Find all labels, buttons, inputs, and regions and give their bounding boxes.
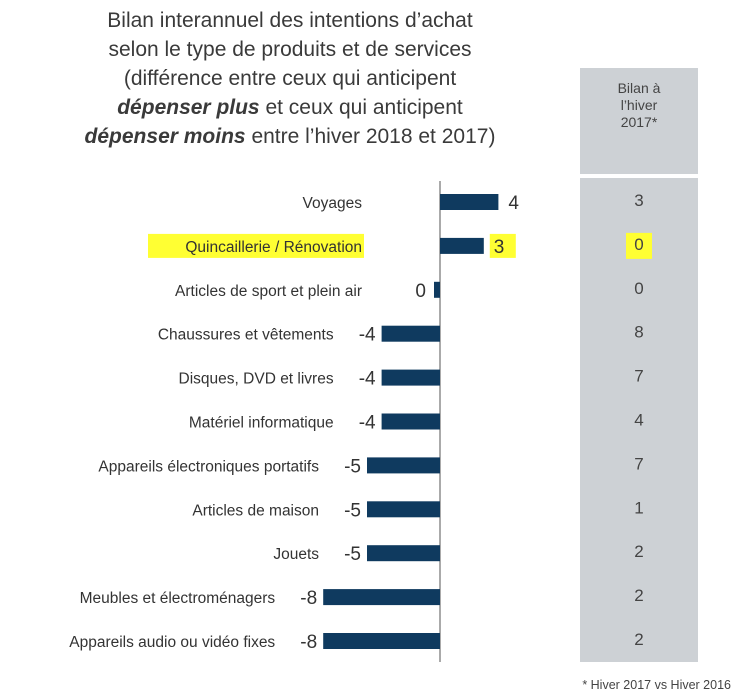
category-label: Articles de sport et plein air xyxy=(175,283,362,300)
title-line-1: Bilan interannuel des intentions d’achat xyxy=(107,9,473,32)
bar-value-label: -8 xyxy=(300,632,317,653)
winter-2017-value: 2 xyxy=(634,630,643,649)
bar-value-label: -4 xyxy=(359,325,376,346)
bar-value-label: -4 xyxy=(359,413,376,434)
category-label: Voyages xyxy=(303,195,363,212)
bar-value-label: 0 xyxy=(415,281,426,302)
category-label: Matériel informatique xyxy=(189,415,334,432)
chart-title: Bilan interannuel des intentions d’achat… xyxy=(30,6,550,151)
bar xyxy=(323,633,440,649)
title-line-5: dépenser moins entre l’hiver 2018 et 201… xyxy=(30,122,550,151)
winter-2017-header-line-2: l’hiver xyxy=(620,97,658,113)
category-label: Articles de maison xyxy=(192,502,319,519)
winter-2017-value: 0 xyxy=(634,235,643,254)
winter-2017-value: 7 xyxy=(634,454,643,473)
title-line-5-rest: entre l’hiver 2018 et 2017) xyxy=(245,125,496,148)
winter-2017-value: 1 xyxy=(634,498,643,517)
winter-2017-value: 2 xyxy=(634,542,643,561)
title-emphasis-spend-less: dépenser moins xyxy=(84,125,246,148)
winter-2017-value: 3 xyxy=(634,191,643,210)
winter-2017-value: 8 xyxy=(634,323,643,342)
winter-2017-value: 4 xyxy=(634,411,643,430)
category-label: Appareils électroniques portatifs xyxy=(98,458,319,475)
bar xyxy=(434,281,440,298)
bar xyxy=(367,457,440,474)
category-label: Quincaillerie / Rénovation xyxy=(185,239,362,256)
bar xyxy=(381,413,440,430)
panel-value-highlight xyxy=(626,232,652,259)
bar-value-label: -4 xyxy=(359,369,376,390)
bar xyxy=(367,501,440,518)
category-highlight xyxy=(148,233,364,258)
winter-2017-value: 7 xyxy=(634,367,643,386)
bar xyxy=(381,325,440,342)
category-label: Jouets xyxy=(273,546,319,563)
bar xyxy=(440,237,484,254)
bar-value-label: -5 xyxy=(344,456,361,477)
title-line-2: selon le type de produits et de services xyxy=(108,38,472,61)
bar-value-label: 4 xyxy=(508,193,519,214)
bar-value-label: -5 xyxy=(344,544,361,565)
category-label: Disques, DVD et livres xyxy=(179,371,334,388)
title-emphasis-spend-more: dépenser plus xyxy=(117,96,260,119)
winter-2017-panel: Bilan à l’hiver 2017* xyxy=(580,68,698,662)
bar-value-label: -8 xyxy=(300,588,317,609)
winter-2017-value: 0 xyxy=(634,279,643,298)
winter-2017-value: 2 xyxy=(634,586,643,605)
winter-2017-header: Bilan à l’hiver 2017* xyxy=(580,80,698,131)
footnote: * Hiver 2017 vs Hiver 2016 xyxy=(582,678,731,692)
bar xyxy=(440,194,499,210)
category-label: Meubles et électroménagers xyxy=(80,590,276,607)
bar xyxy=(323,589,440,606)
bar-value-label: 3 xyxy=(494,237,505,258)
title-line-3: (différence entre ceux qui anticipent xyxy=(123,67,457,90)
title-line-4-rest: et ceux qui anticipent xyxy=(259,96,463,119)
title-line-4: dépenser plus et ceux qui anticipent xyxy=(30,93,550,122)
panel-divider xyxy=(580,174,698,178)
winter-2017-header-line-1: Bilan à xyxy=(617,80,661,96)
bar xyxy=(381,369,440,386)
bar xyxy=(367,545,440,562)
category-label: Appareils audio ou vidéo fixes xyxy=(69,634,275,651)
bar-value-label: -5 xyxy=(344,500,361,521)
winter-2017-header-line-3: 2017* xyxy=(620,114,658,130)
category-label: Chaussures et vêtements xyxy=(158,327,334,344)
value-highlight xyxy=(489,233,516,258)
